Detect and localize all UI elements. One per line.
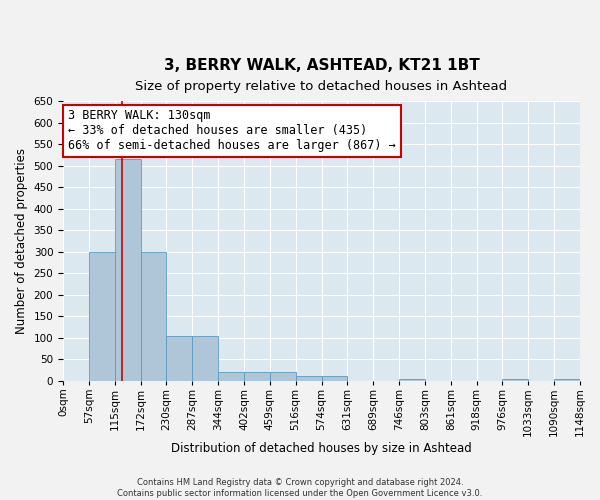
Bar [270,372,296,381]
Text: 3 BERRY WALK: 130sqm
← 33% of detached houses are smaller (435)
66% of semi-deta: 3 BERRY WALK: 130sqm ← 33% of detached h… [68,110,396,152]
Bar [554,378,580,381]
X-axis label: Distribution of detached houses by size in Ashtead: Distribution of detached houses by size … [171,442,472,455]
Text: Size of property relative to detached houses in Ashtead: Size of property relative to detached ho… [136,80,508,92]
Text: 3, BERRY WALK, ASHTEAD, KT21 1BT: 3, BERRY WALK, ASHTEAD, KT21 1BT [164,58,479,73]
Bar [322,376,347,381]
Y-axis label: Number of detached properties: Number of detached properties [15,148,28,334]
Bar [296,376,322,381]
Bar [166,336,192,381]
Bar [140,252,166,381]
Text: Contains HM Land Registry data © Crown copyright and database right 2024.
Contai: Contains HM Land Registry data © Crown c… [118,478,482,498]
Bar [115,159,140,381]
Bar [218,372,244,381]
Bar [192,336,218,381]
Bar [89,252,115,381]
Bar [244,372,270,381]
Bar [502,378,529,381]
Bar [399,378,425,381]
